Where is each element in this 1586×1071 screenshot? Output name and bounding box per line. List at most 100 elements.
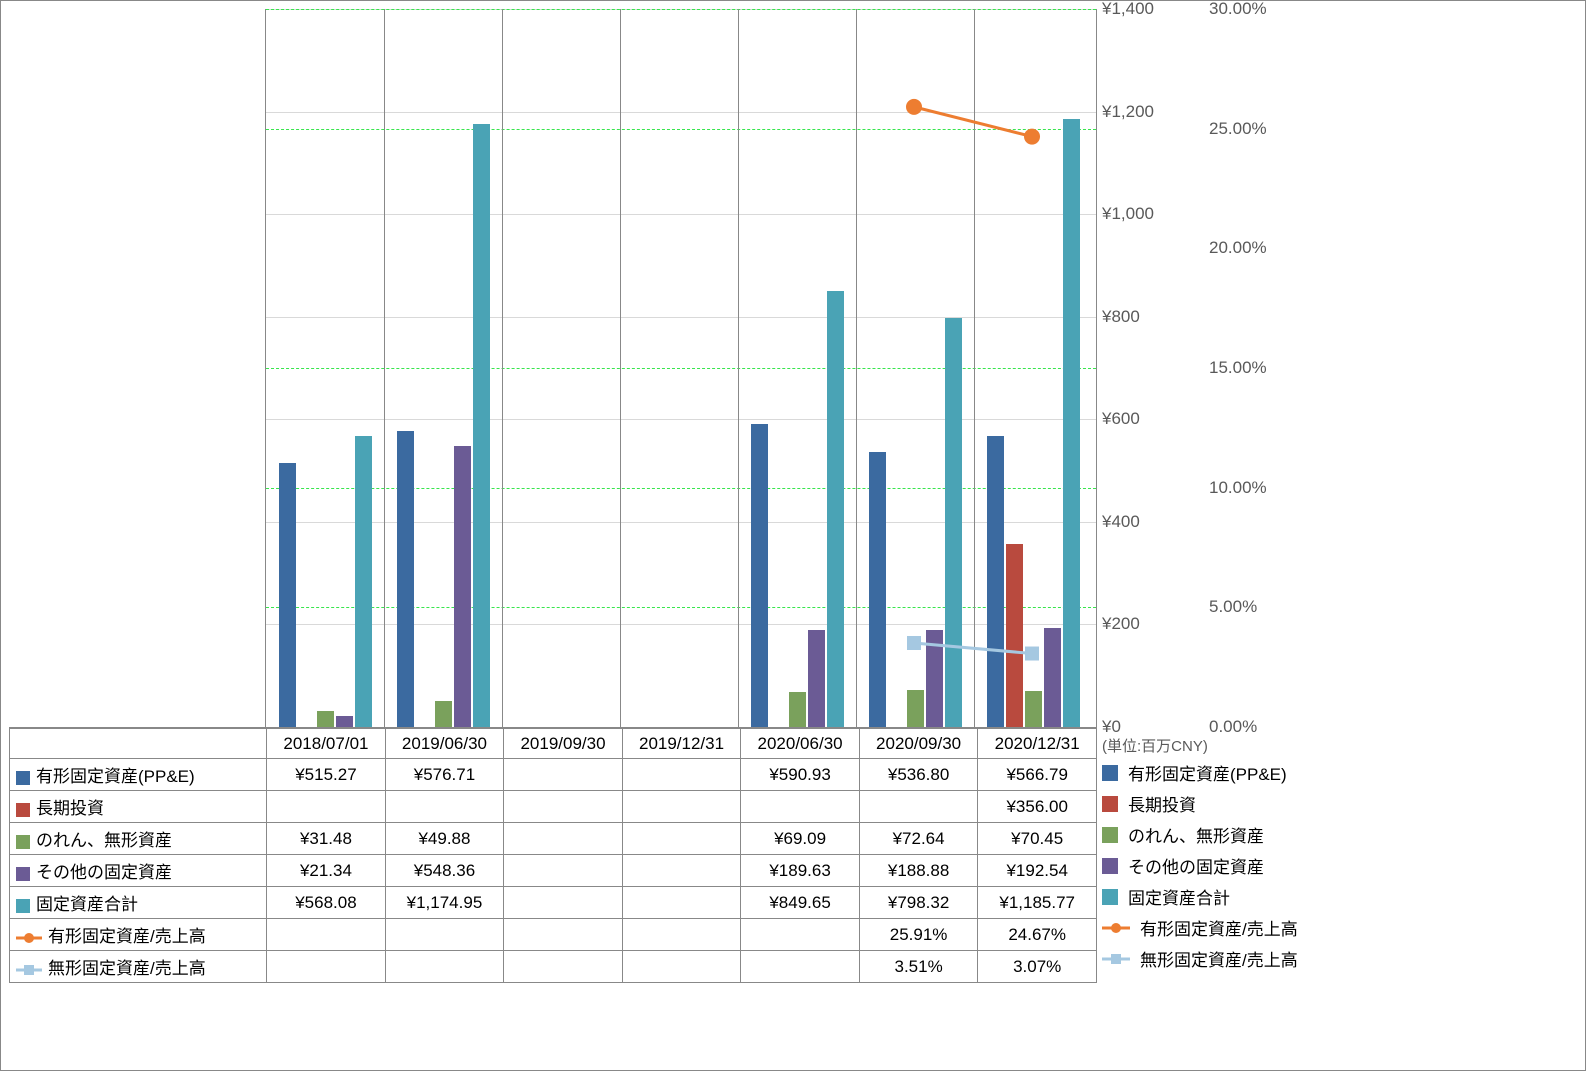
bar-gw	[317, 711, 334, 727]
y1-tick-label: ¥400	[1102, 512, 1140, 532]
data-cell	[622, 759, 741, 791]
series-label: 有形固定資産(PP&E)	[10, 759, 267, 791]
data-cell	[267, 951, 386, 983]
data-cell: ¥188.88	[859, 855, 978, 887]
data-cell: ¥849.65	[741, 887, 860, 919]
data-cell: 3.07%	[978, 951, 1097, 983]
data-cell	[504, 791, 623, 823]
y2-tick-label: 10.00%	[1209, 478, 1267, 498]
category-header: 2018/07/01	[267, 729, 386, 759]
legend-item: 固定資産合計	[1102, 881, 1402, 912]
data-cell: ¥69.09	[741, 823, 860, 855]
bar-tot	[1063, 119, 1080, 727]
series-label: 長期投資	[10, 791, 267, 823]
y1-tick-label: ¥1,200	[1102, 102, 1154, 122]
data-cell	[267, 919, 386, 951]
bar-ppe	[751, 424, 768, 727]
bar-gw	[435, 701, 452, 727]
data-cell	[741, 951, 860, 983]
legend-item: 有形固定資産/売上高	[1102, 912, 1402, 943]
data-cell	[622, 887, 741, 919]
legend-item: 長期投資	[1102, 788, 1402, 819]
bar-tot	[355, 436, 372, 727]
category-header: 2019/12/31	[622, 729, 741, 759]
data-cell: 25.91%	[859, 919, 978, 951]
y1-tick-label: ¥1,400	[1102, 0, 1154, 19]
data-cell: ¥536.80	[859, 759, 978, 791]
series-label: 固定資産合計	[10, 887, 267, 919]
y1-tick-label: ¥600	[1102, 409, 1140, 429]
series-label: 無形固定資産/売上高	[10, 951, 267, 983]
data-cell: ¥70.45	[978, 823, 1097, 855]
bar-ppe	[869, 452, 886, 727]
bar-oth	[1044, 628, 1061, 727]
bar-gw	[1025, 691, 1042, 727]
data-cell: 3.51%	[859, 951, 978, 983]
data-cell: ¥356.00	[978, 791, 1097, 823]
data-cell	[622, 791, 741, 823]
y1-tick-label: ¥200	[1102, 614, 1140, 634]
y2-tick-label: 5.00%	[1209, 597, 1257, 617]
data-cell	[504, 951, 623, 983]
data-cell: ¥515.27	[267, 759, 386, 791]
y1-tick-label: ¥1,000	[1102, 204, 1154, 224]
data-cell	[267, 791, 386, 823]
bar-ppe	[987, 436, 1004, 727]
series-label: のれん、無形資産	[10, 823, 267, 855]
data-cell	[504, 887, 623, 919]
y1-axis-labels: ¥0¥200¥400¥600¥800¥1,000¥1,200¥1,400	[1102, 9, 1187, 727]
y2-tick-label: 20.00%	[1209, 238, 1267, 258]
bar-ppe	[397, 431, 414, 727]
y2-tick-label: 25.00%	[1209, 119, 1267, 139]
side-legend: 有形固定資産(PP&E)長期投資のれん、無形資産その他の固定資産固定資産合計有形…	[1102, 757, 1402, 974]
data-cell	[622, 855, 741, 887]
y1-unit-label: (単位:百万CNY)	[1102, 735, 1208, 756]
plot-inner	[265, 9, 1096, 727]
bar-gw	[789, 692, 806, 727]
data-cell: 24.67%	[978, 919, 1097, 951]
category-header: 2020/06/30	[741, 729, 860, 759]
data-cell	[622, 823, 741, 855]
data-cell: ¥31.48	[267, 823, 386, 855]
legend-item: のれん、無形資産	[1102, 819, 1402, 850]
series-label: その他の固定資産	[10, 855, 267, 887]
data-cell	[504, 919, 623, 951]
bar-oth	[336, 716, 353, 727]
category-header: 2019/06/30	[385, 729, 504, 759]
y2-tick-label: 15.00%	[1209, 358, 1267, 378]
y2-tick-label: 30.00%	[1209, 0, 1267, 19]
data-cell: ¥568.08	[267, 887, 386, 919]
data-cell: ¥189.63	[741, 855, 860, 887]
data-cell	[385, 919, 504, 951]
data-cell: ¥798.32	[859, 887, 978, 919]
bar-ppe	[279, 463, 296, 727]
data-cell: ¥566.79	[978, 759, 1097, 791]
data-cell	[622, 919, 741, 951]
data-cell: ¥49.88	[385, 823, 504, 855]
data-cell	[504, 855, 623, 887]
bar-lti	[1006, 544, 1023, 727]
data-cell: ¥1,174.95	[385, 887, 504, 919]
bar-oth	[808, 630, 825, 727]
legend-item: 無形固定資産/売上高	[1102, 943, 1402, 974]
data-cell	[741, 919, 860, 951]
data-cell: ¥72.64	[859, 823, 978, 855]
data-cell	[622, 951, 741, 983]
y2-axis-labels: 0.00%5.00%10.00%15.00%20.00%25.00%30.00%	[1209, 9, 1299, 727]
series-label: 有形固定資産/売上高	[10, 919, 267, 951]
y1-tick-label: ¥800	[1102, 307, 1140, 327]
legend-item: 有形固定資産(PP&E)	[1102, 757, 1402, 788]
data-cell: ¥192.54	[978, 855, 1097, 887]
y2-tick-label: 0.00%	[1209, 717, 1257, 737]
plot-area	[9, 9, 1097, 727]
chart-container: (単位:百万CNY) ¥0¥200¥400¥600¥800¥1,000¥1,20…	[0, 0, 1586, 1071]
data-cell: ¥576.71	[385, 759, 504, 791]
data-cell	[504, 759, 623, 791]
bar-tot	[945, 318, 962, 727]
data-cell: ¥21.34	[267, 855, 386, 887]
data-cell	[741, 791, 860, 823]
data-cell: ¥548.36	[385, 855, 504, 887]
data-cell	[504, 823, 623, 855]
data-cell	[385, 791, 504, 823]
data-cell: ¥590.93	[741, 759, 860, 791]
